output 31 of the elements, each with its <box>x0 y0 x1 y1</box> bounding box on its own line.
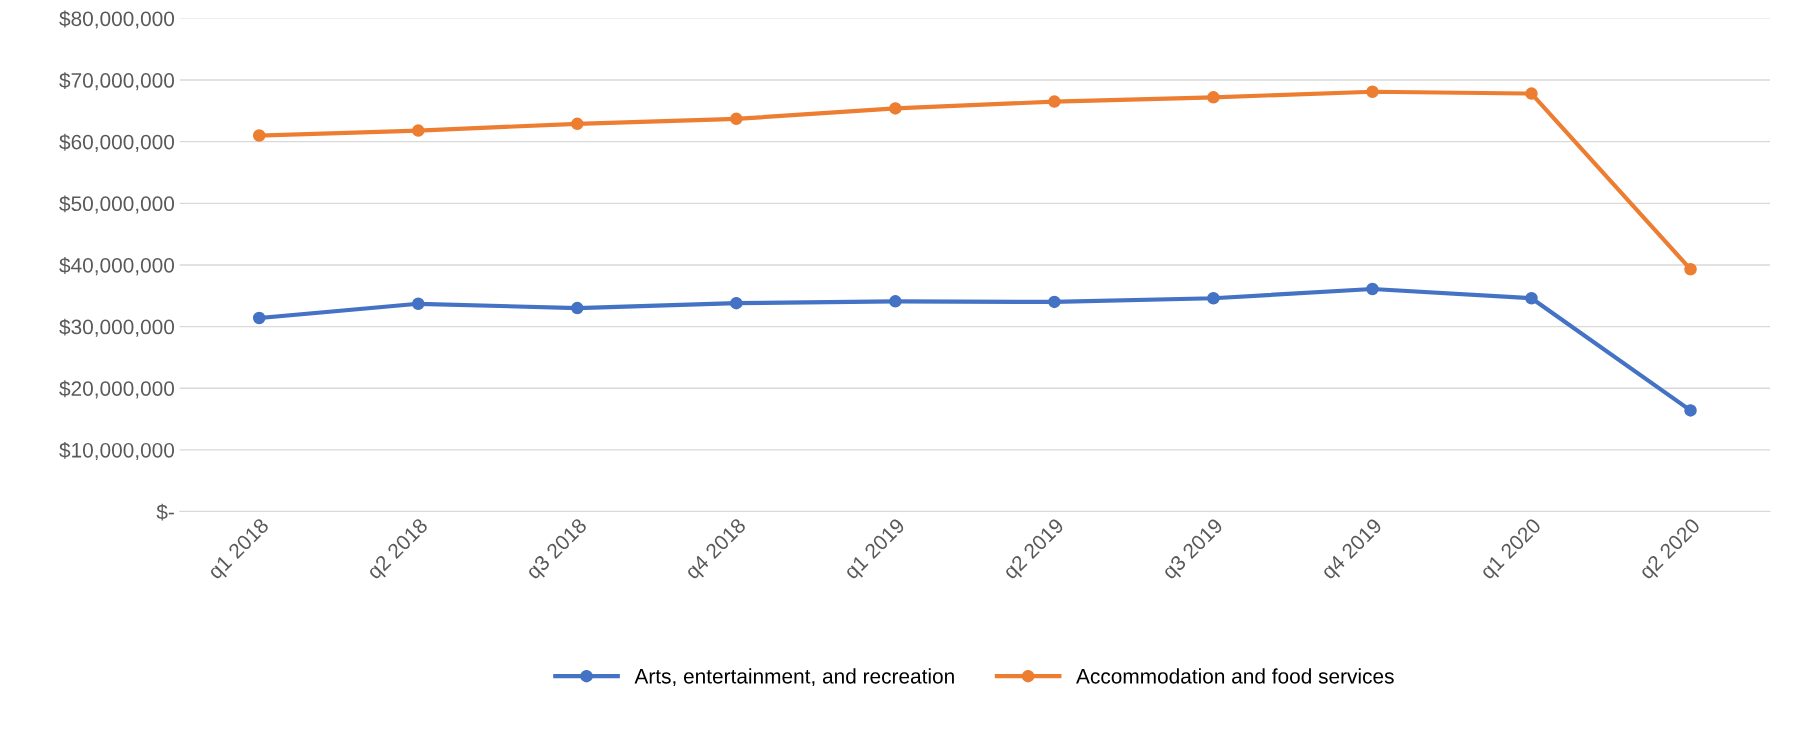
point <box>252 311 266 325</box>
point <box>1048 95 1061 108</box>
point <box>412 124 425 137</box>
point <box>1366 282 1379 296</box>
point <box>730 112 743 126</box>
point <box>252 129 266 142</box>
y-tick-label: $50,000,000 <box>59 195 175 214</box>
y-tick-label: $70,000,000 <box>59 72 175 91</box>
point <box>1207 91 1220 104</box>
point <box>730 296 743 310</box>
legend-label: Accommodation and food services <box>1076 668 1394 684</box>
point <box>571 117 584 131</box>
point <box>1684 263 1697 276</box>
point <box>1366 85 1379 99</box>
y-tick-label: $30,000,000 <box>59 318 175 337</box>
point <box>889 102 902 115</box>
point <box>1525 87 1538 100</box>
y-tick-label: $10,000,000 <box>59 442 175 461</box>
y-tick-label: $80,000,000 <box>59 10 175 29</box>
point <box>1684 404 1697 417</box>
point <box>1048 295 1061 309</box>
point <box>889 295 902 308</box>
y-tick-label: $20,000,000 <box>59 380 175 399</box>
point <box>571 301 584 315</box>
point <box>1525 291 1538 305</box>
point <box>1207 291 1220 305</box>
point <box>412 297 425 311</box>
y-tick-label: $- <box>156 503 174 521</box>
legend-label: Arts, entertainment, and recreation <box>634 668 954 687</box>
y-tick-label: $40,000,000 <box>59 257 175 276</box>
y-tick-label: $60,000,000 <box>59 133 175 152</box>
